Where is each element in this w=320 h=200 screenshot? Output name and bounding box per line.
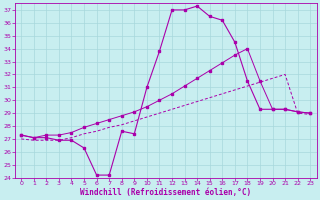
X-axis label: Windchill (Refroidissement éolien,°C): Windchill (Refroidissement éolien,°C) [80, 188, 251, 197]
